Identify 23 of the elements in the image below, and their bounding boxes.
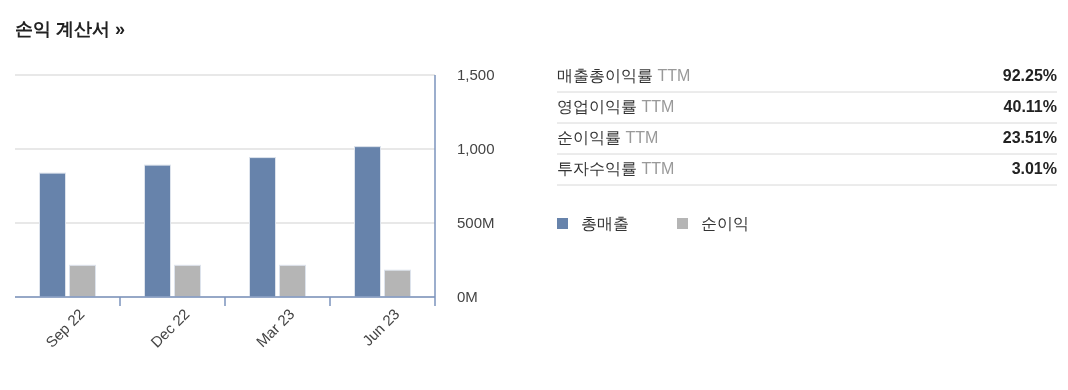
x-tick-label: Dec 22 (146, 305, 193, 351)
text: 순이익률 TTM (557, 129, 659, 146)
y-tick-label: 1,000 (457, 140, 495, 157)
legend-label: 순이익 (701, 215, 749, 232)
text: 92.25% (1002, 67, 1057, 84)
y-tick-label: 500M (457, 214, 495, 231)
bar (384, 269, 411, 298)
text: 영업이익률 TTM (557, 98, 675, 115)
y-tick-label: 1,500 (457, 66, 495, 83)
bar (174, 264, 201, 298)
text: 23.51% (1002, 129, 1057, 146)
chart-title: 손익 계산서 » (15, 19, 126, 39)
text: 40.11% (1003, 98, 1057, 115)
x-tick-label: Sep 22 (41, 305, 88, 351)
text: 투자수익률 TTM (557, 160, 675, 177)
x-tick-label: Mar 23 (252, 305, 298, 351)
text: 매출총이익률 TTM (557, 67, 691, 84)
bar (69, 264, 96, 298)
bar (279, 264, 306, 298)
legend-label: 총매출 (581, 215, 629, 232)
y-tick-label: 0M (457, 288, 478, 305)
text: 3.01% (1011, 160, 1057, 177)
x-tick-label: Jun 23 (358, 305, 403, 349)
